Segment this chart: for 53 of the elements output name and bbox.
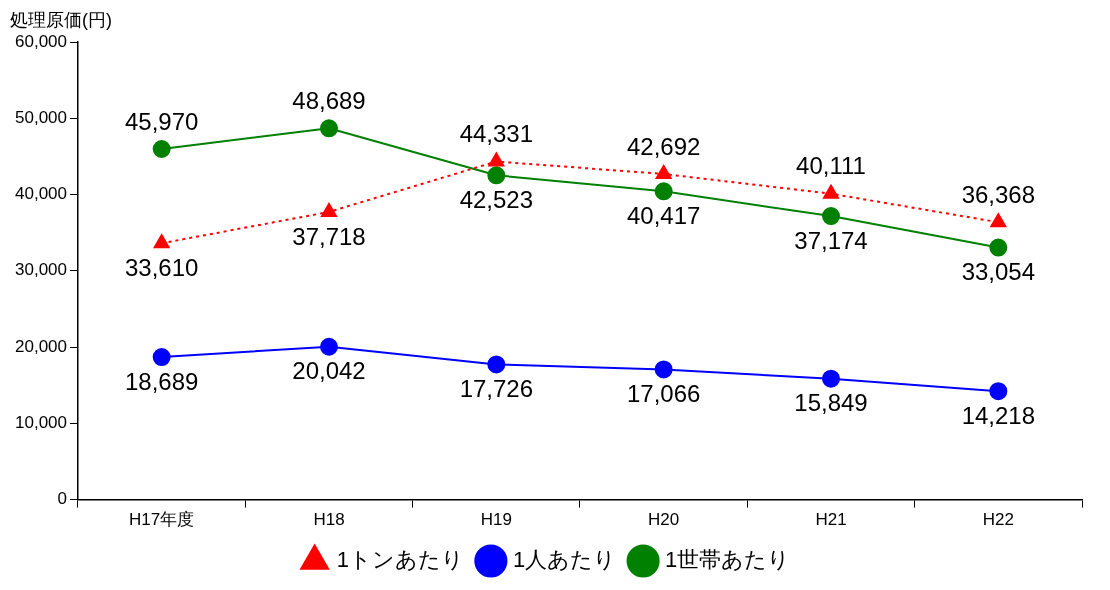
data-label: 36,368 bbox=[961, 180, 1036, 208]
point bbox=[487, 166, 506, 185]
point bbox=[321, 202, 337, 217]
point bbox=[152, 348, 171, 367]
legend-label: 1トンあたり bbox=[336, 547, 464, 573]
data-label: 18,689 bbox=[124, 367, 199, 395]
point bbox=[823, 184, 839, 199]
point bbox=[488, 152, 505, 167]
x-tick-label: H18 bbox=[313, 510, 345, 530]
data-label: 33,054 bbox=[961, 258, 1036, 286]
y-tick-label: 40,000 bbox=[15, 184, 67, 204]
point bbox=[822, 369, 840, 388]
legend-label: 1人あたり bbox=[512, 547, 617, 573]
y-tick-label: 0 bbox=[57, 489, 67, 509]
data-label: 48,689 bbox=[292, 86, 366, 114]
point bbox=[320, 119, 338, 138]
point bbox=[989, 238, 1008, 257]
point bbox=[320, 337, 338, 356]
y-tick-label: 50,000 bbox=[15, 107, 67, 127]
x-tick-label: H21 bbox=[815, 510, 847, 530]
x-tick-label: H22 bbox=[982, 510, 1014, 530]
data-label: 42,692 bbox=[626, 132, 701, 160]
data-label: 45,970 bbox=[124, 107, 199, 135]
data-label: 37,174 bbox=[794, 226, 868, 254]
point bbox=[655, 165, 672, 179]
point bbox=[990, 213, 1007, 228]
data-label: 14,218 bbox=[961, 401, 1036, 429]
data-label: 33,610 bbox=[124, 253, 199, 281]
data-label: 20,042 bbox=[292, 357, 366, 385]
data-label: 40,111 bbox=[796, 152, 866, 180]
y-axis-title: 処理原価(円) bbox=[10, 9, 112, 30]
legend-label: 1世帯あたり bbox=[665, 547, 791, 573]
point bbox=[654, 360, 673, 379]
data-label: 40,417 bbox=[626, 201, 701, 229]
y-tick-label: 60,000 bbox=[15, 31, 67, 51]
point bbox=[152, 140, 171, 158]
y-tick-label: 10,000 bbox=[15, 413, 67, 433]
x-tick-label: H19 bbox=[480, 510, 512, 530]
y-tick-label: 20,000 bbox=[15, 336, 67, 356]
data-label: 37,718 bbox=[292, 222, 366, 250]
data-label: 17,726 bbox=[459, 375, 534, 403]
y-tick-label: 30,000 bbox=[15, 260, 67, 280]
data-label: 17,066 bbox=[626, 380, 701, 408]
point bbox=[654, 182, 673, 201]
point bbox=[487, 355, 506, 374]
point bbox=[153, 234, 170, 249]
x-tick-label: H20 bbox=[648, 510, 680, 530]
data-label: 42,523 bbox=[459, 185, 534, 213]
x-tick-label: H17年度 bbox=[129, 510, 195, 530]
point bbox=[822, 207, 840, 226]
data-label: 44,331 bbox=[459, 120, 534, 148]
data-label: 15,849 bbox=[794, 389, 868, 417]
point bbox=[989, 382, 1008, 401]
